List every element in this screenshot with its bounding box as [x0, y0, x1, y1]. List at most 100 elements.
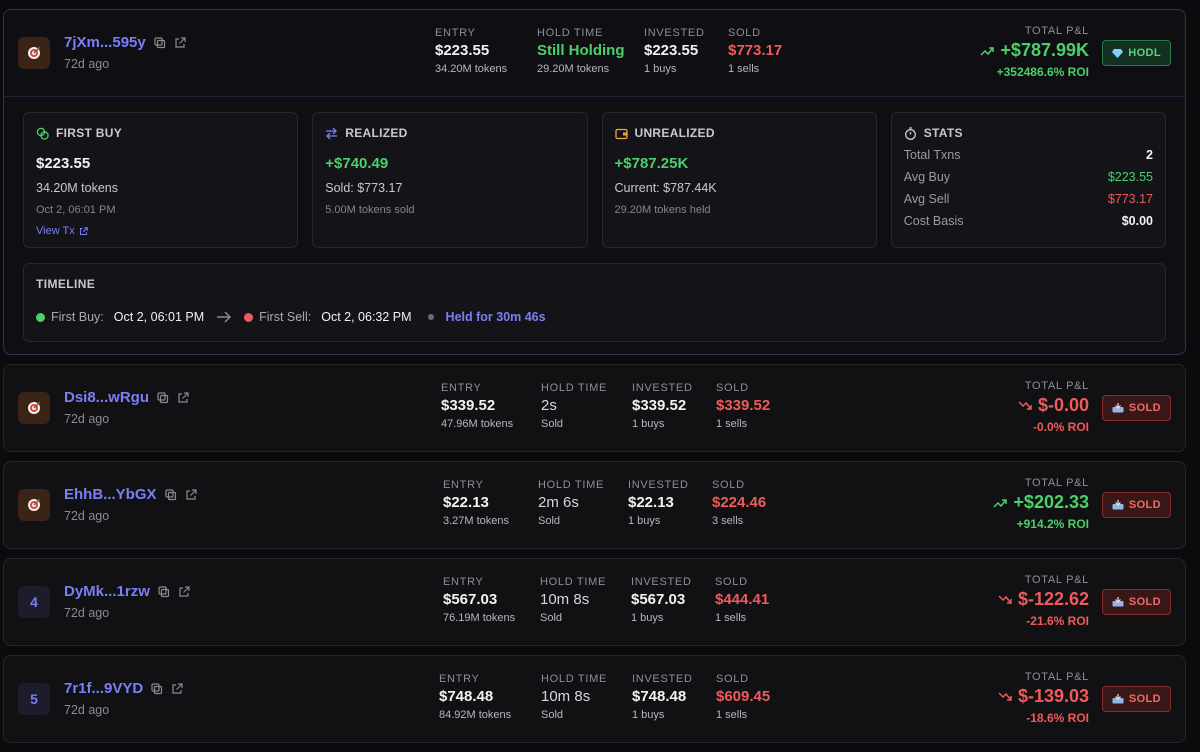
- trending-up-icon: [993, 498, 1008, 508]
- arrow-right-icon: [217, 311, 232, 323]
- stats-row: Avg Buy $223.55: [903, 170, 1153, 184]
- buys-count: 1 buys: [644, 63, 677, 75]
- trending-up-icon: [980, 46, 995, 56]
- trade-card[interactable]: 4 DyMk...1rzw 72d ago ENTRY $567.03 76.1…: [3, 558, 1186, 646]
- entry-column: ENTRY $22.13 3.27M tokens: [443, 479, 510, 527]
- token-avatar: [18, 489, 50, 521]
- time-ago: 72d ago: [64, 412, 110, 426]
- rank-avatar: 5: [18, 683, 50, 715]
- target-icon: [28, 46, 41, 59]
- copy-icon[interactable]: [154, 36, 166, 49]
- pnl-block: TOTAL P&L $-139.03 -18.6% ROI: [998, 671, 1089, 725]
- realized-panel: REALIZED +$740.49 Sold: $773.17 5.00M to…: [312, 112, 588, 248]
- status-badge: SOLD: [1101, 492, 1171, 518]
- token-avatar: [18, 37, 50, 69]
- trade-row[interactable]: 5 7r1f...9VYD 72d ago ENTRY $748.48 84.9…: [4, 656, 1185, 742]
- token-avatar: [18, 392, 50, 424]
- wallet-address[interactable]: 7jXm...595y: [64, 34, 146, 51]
- entry-column: ENTRY $223.55 34.20M tokens: [435, 27, 508, 75]
- hold-column: HOLD TIME Still Holding 29.20M tokens: [537, 27, 625, 75]
- status-badge: SOLD: [1101, 589, 1171, 615]
- sold-column: SOLD $444.41 1 sells: [715, 576, 770, 624]
- pnl-block: TOTAL P&L $-0.00 -0.0% ROI: [1018, 380, 1089, 434]
- status-badge: HODL: [1102, 40, 1171, 66]
- copy-icon[interactable]: [157, 391, 169, 404]
- time-ago: 72d ago: [64, 703, 110, 717]
- target-icon: [28, 401, 41, 414]
- pnl-value: $-0.00: [1037, 395, 1089, 415]
- unrealized-current: Current: $787.44K: [614, 181, 717, 195]
- time-ago: 72d ago: [64, 509, 110, 523]
- trade-card[interactable]: Dsi8...wRgu 72d ago ENTRY $339.52 47.96M…: [3, 364, 1186, 452]
- sold-column: SOLD $609.45 1 sells: [716, 673, 771, 721]
- inbox-tray-icon: [1112, 694, 1124, 704]
- first-buy-panel: FIRST BUY $223.55 34.20M tokens Oct 2, 0…: [23, 112, 299, 248]
- trade-row[interactable]: EhhB...YbGX 72d ago ENTRY $22.13 3.27M t…: [4, 462, 1185, 548]
- invested-value: $223.55: [644, 42, 699, 59]
- stats-row: Cost Basis $0.00: [903, 214, 1153, 228]
- stats-panel: STATS Total Txns 2 Avg Buy $223.55 Avg Sel…: [890, 112, 1166, 248]
- copy-icon[interactable]: [158, 585, 170, 598]
- first-buy-time: Oct 2, 06:01 PM: [36, 204, 116, 216]
- copy-icon[interactable]: [164, 488, 177, 501]
- inbox-tray-icon: [1112, 500, 1124, 510]
- pnl-value: $-122.62: [1017, 589, 1089, 609]
- external-link-icon[interactable]: [171, 682, 183, 695]
- entry-column: ENTRY $748.48 84.92M tokens: [439, 673, 512, 721]
- roi-value: +914.2% ROI: [1016, 517, 1089, 531]
- timeline-panel: TIMELINE First Buy: Oct 2, 06:01 PM Firs…: [23, 263, 1166, 342]
- wallet-icon: [614, 128, 628, 139]
- invested-column: INVESTED $22.13 1 buys: [628, 479, 689, 527]
- external-link-icon[interactable]: [177, 391, 189, 404]
- pnl-value: +$202.33: [1013, 492, 1089, 512]
- trade-row[interactable]: 7jXm...595y 72d ago ENTRY $223.55 34.20M…: [4, 10, 1185, 96]
- pnl-value: +$787.99K: [1000, 40, 1089, 60]
- sold-value: $773.17: [728, 42, 783, 59]
- realized-amount: +$740.49: [325, 155, 389, 172]
- realized-tokens: 5.00M tokens sold: [325, 204, 415, 216]
- copy-icon[interactable]: [151, 682, 163, 695]
- invested-column: INVESTED $339.52 1 buys: [632, 382, 693, 430]
- diamond-icon: [1112, 49, 1124, 58]
- trade-card[interactable]: EhhB...YbGX 72d ago ENTRY $22.13 3.27M t…: [3, 461, 1186, 549]
- trade-card[interactable]: 5 7r1f...9VYD 72d ago ENTRY $748.48 84.9…: [3, 655, 1186, 743]
- view-tx-link[interactable]: View Tx: [36, 225, 285, 237]
- roi-value: +352486.6% ROI: [996, 65, 1089, 79]
- hold-column: HOLD TIME 2s Sold: [541, 382, 607, 430]
- trending-down-icon: [1018, 400, 1032, 410]
- trade-row[interactable]: Dsi8...wRgu 72d ago ENTRY $339.52 47.96M…: [4, 365, 1185, 451]
- trade-row[interactable]: 4 DyMk...1rzw 72d ago ENTRY $567.03 76.1…: [4, 559, 1185, 645]
- rank-avatar: 4: [18, 586, 50, 618]
- unrealized-tokens: 29.20M tokens held: [614, 204, 711, 216]
- wallet-address[interactable]: EhhB...YbGX: [64, 486, 157, 503]
- green-dot-icon: [36, 312, 45, 322]
- entry-value: $223.55: [435, 42, 490, 59]
- external-link-icon: [79, 226, 88, 235]
- trade-card-expanded[interactable]: 7jXm...595y 72d ago ENTRY $223.55 34.20M…: [3, 9, 1186, 355]
- pnl-block: TOTAL P&L +$202.33 +914.2% ROI: [993, 477, 1089, 531]
- target-icon: [28, 498, 41, 511]
- wallet-address[interactable]: 7r1f...9VYD: [64, 680, 144, 697]
- invested-column: INVESTED $223.55 1 buys: [644, 27, 705, 75]
- sells-count: 1 sells: [728, 63, 760, 75]
- hold-sub: 29.20M tokens: [537, 63, 610, 75]
- swap-icon: [326, 127, 338, 139]
- pnl-block: TOTAL P&L $-122.62 -21.6% ROI: [998, 574, 1089, 628]
- external-link-icon[interactable]: [185, 488, 197, 501]
- roi-value: -18.6% ROI: [1026, 711, 1089, 725]
- wallet-address[interactable]: DyMk...1rzw: [64, 583, 150, 600]
- sold-column: SOLD $339.52 1 sells: [716, 382, 771, 430]
- status-badge: SOLD: [1101, 395, 1171, 421]
- external-link-icon[interactable]: [178, 585, 190, 598]
- hold-column: HOLD TIME 10m 8s Sold: [540, 576, 606, 624]
- external-link-icon[interactable]: [174, 36, 186, 49]
- realized-sold: Sold: $773.17: [325, 181, 403, 195]
- roi-value: -21.6% ROI: [1026, 614, 1089, 628]
- wallet-address[interactable]: Dsi8...wRgu: [64, 389, 150, 406]
- first-buy-tokens: 34.20M tokens: [36, 181, 118, 195]
- pnl-value: $-139.03: [1017, 686, 1089, 706]
- pnl-block: TOTAL P&L +$787.99K +352486.6% ROI: [980, 25, 1089, 79]
- roi-value: -0.0% ROI: [1032, 420, 1089, 434]
- hold-value: Still Holding: [537, 42, 625, 59]
- red-dot-icon: [244, 312, 254, 322]
